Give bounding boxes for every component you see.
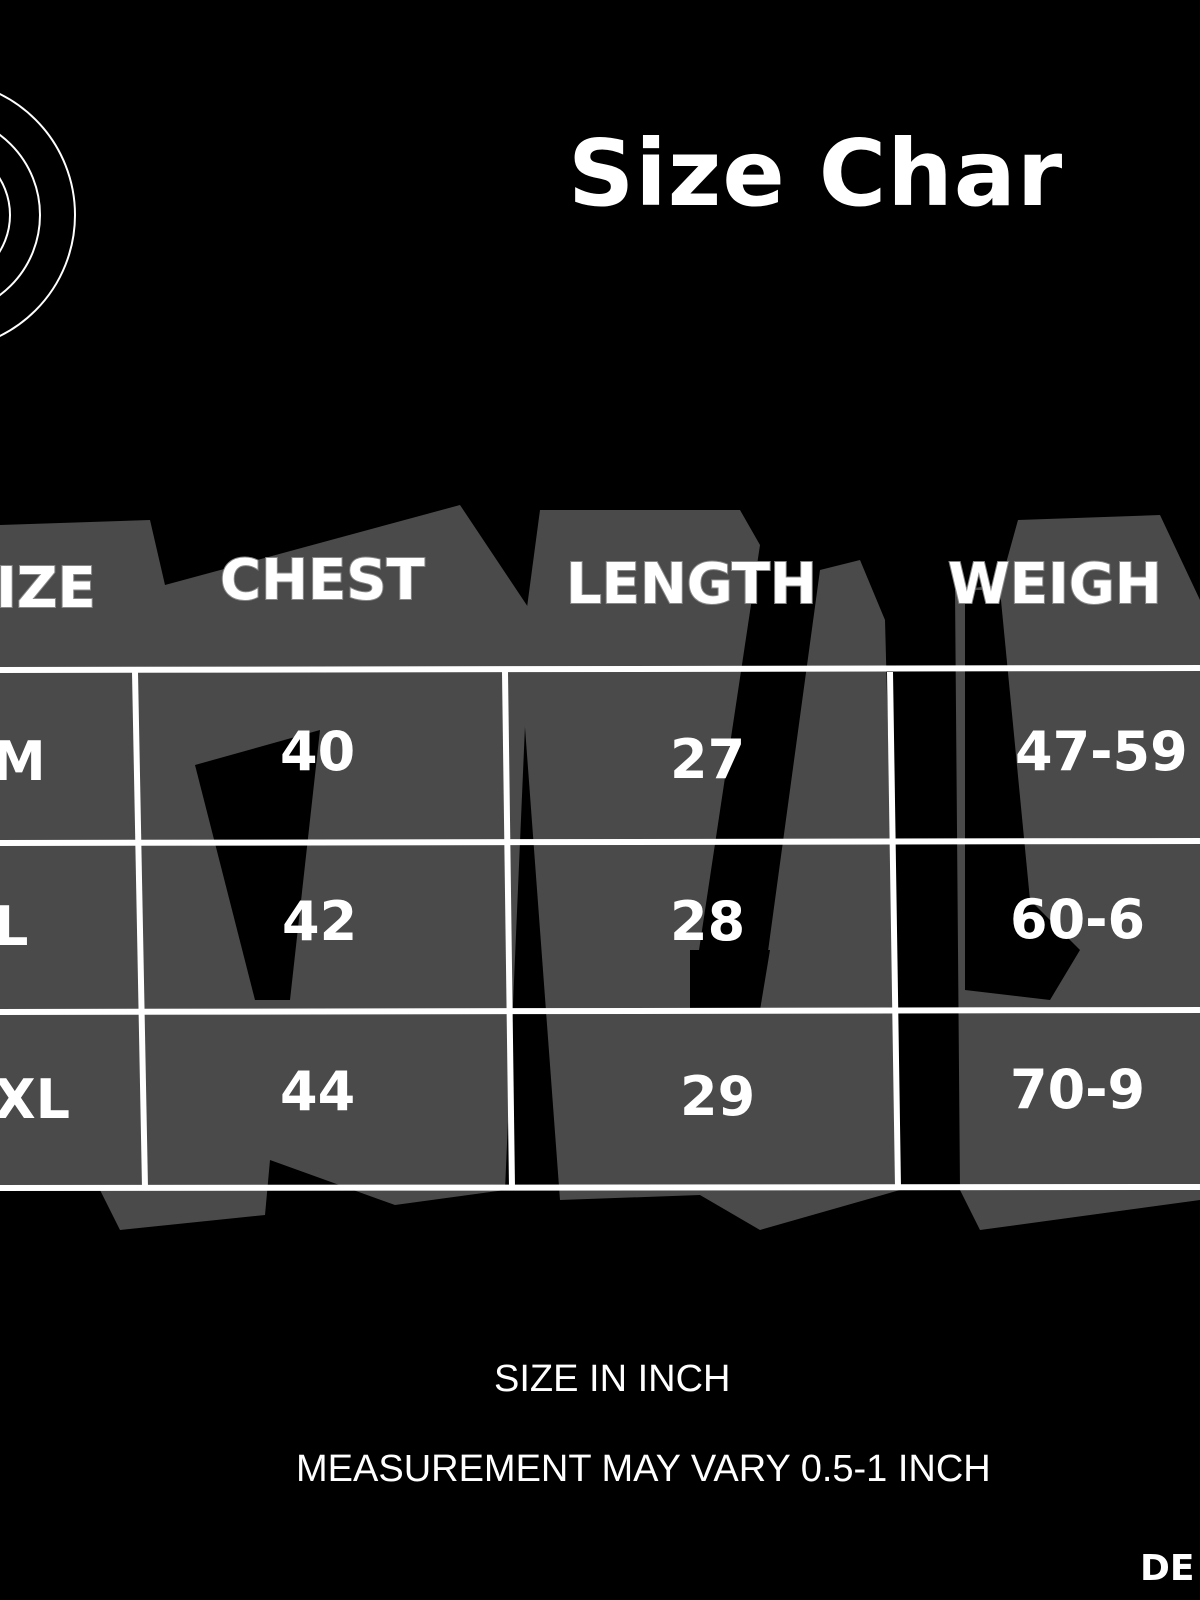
cell-size: L: [0, 895, 29, 958]
header-weight: WEIGH: [947, 551, 1163, 618]
cell-length: 27: [670, 728, 746, 791]
cell-size: XL: [0, 1068, 71, 1131]
header-length: LENGTH: [565, 551, 818, 618]
note-size-unit: SIZE IN INCH: [494, 1358, 731, 1400]
cell-weight: 47-59: [1015, 720, 1188, 783]
brand-logo-text: DE: [1140, 1548, 1195, 1589]
cell-chest: 40: [280, 720, 356, 783]
cell-chest: 42: [282, 890, 358, 953]
page-title: Size Char: [568, 120, 1064, 227]
cell-length: 29: [680, 1065, 756, 1128]
cell-length: 28: [670, 890, 746, 953]
note-measurement: MEASUREMENT MAY VARY 0.5-1 INCH: [296, 1448, 991, 1490]
logo-circles: [0, 92, 76, 338]
cell-chest: 44: [280, 1060, 356, 1123]
table-grid: [0, 665, 1200, 1191]
cell-weight: 70-9: [1010, 1058, 1146, 1121]
header-size: IZE: [0, 555, 97, 622]
cell-size: M: [0, 730, 46, 793]
header-chest: CHEST: [219, 547, 426, 614]
cell-weight: 60-6: [1010, 888, 1146, 951]
